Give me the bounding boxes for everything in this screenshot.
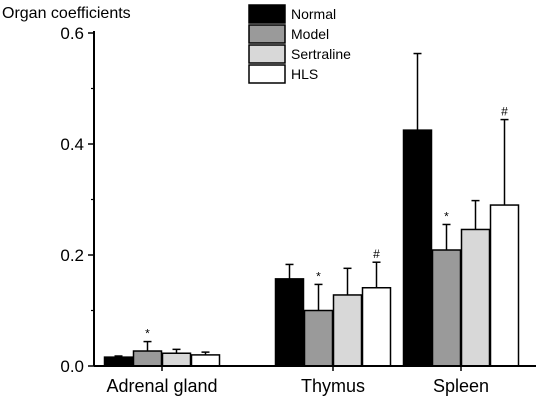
y-tick-label: 0.6 — [60, 24, 84, 43]
legend-swatch-hls — [248, 64, 286, 84]
axes-layer: 0.0 0.2 0.4 0.6 Adrenal gland Thymus Spleen — [60, 24, 536, 396]
bar-hls-adrenal-gland — [190, 354, 221, 367]
legend-swatch-normal — [248, 4, 286, 24]
x-tick-label: Thymus — [301, 376, 365, 396]
significance-marker: * — [444, 209, 449, 223]
significance-marker: # — [501, 105, 508, 119]
bar-normal-thymus — [274, 278, 305, 367]
bar-model-adrenal-gland — [132, 350, 163, 367]
legend-label-model: Model — [291, 26, 329, 42]
bar-model-spleen — [431, 249, 462, 367]
x-tick-label: Adrenal gland — [106, 376, 217, 396]
bar-normal-adrenal-gland — [103, 356, 134, 367]
legend-swatch-sertraline — [248, 44, 286, 64]
y-tick-label: 0.0 — [60, 357, 84, 376]
legend-swatch-model — [248, 24, 286, 44]
y-tick-label: 0.4 — [60, 135, 84, 154]
legend: Normal Model Sertraline HLS — [248, 4, 351, 84]
bar-sertraline-adrenal-gland — [161, 352, 192, 367]
bar-hls-thymus — [361, 286, 392, 367]
legend-label-sertraline: Sertraline — [291, 46, 351, 62]
bar-sertraline-spleen — [460, 228, 491, 367]
x-tick-label: Spleen — [433, 376, 489, 396]
bar-model-thymus — [303, 309, 334, 367]
legend-label-normal: Normal — [291, 6, 336, 22]
y-axis-title: Organ coefficients — [2, 5, 131, 22]
significance-marker: # — [373, 247, 380, 261]
legend-label-hls: HLS — [291, 66, 318, 82]
bar-sertraline-thymus — [332, 294, 363, 367]
y-tick-label: 0.2 — [60, 246, 84, 265]
bars-layer: * * # * # — [103, 52, 520, 367]
bar-hls-spleen — [489, 204, 520, 367]
significance-marker: * — [316, 269, 321, 283]
bar-normal-spleen — [402, 129, 433, 367]
significance-marker: * — [145, 327, 150, 341]
